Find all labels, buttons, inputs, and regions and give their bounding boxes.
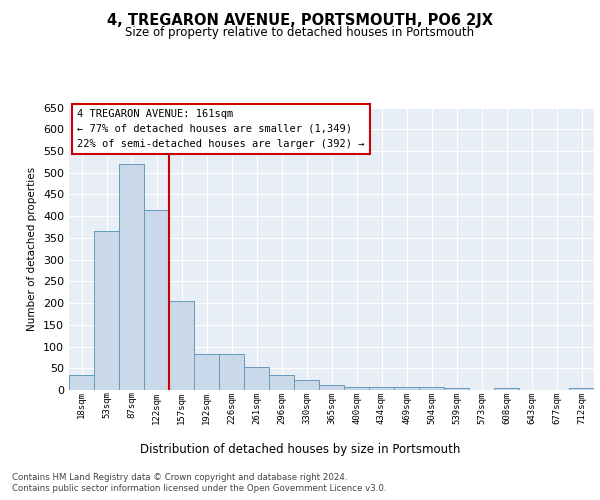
Bar — [119, 164, 144, 390]
Bar — [69, 375, 94, 390]
Bar — [394, 386, 419, 390]
Text: 4, TREGARON AVENUE, PORTSMOUTH, PO6 2JX: 4, TREGARON AVENUE, PORTSMOUTH, PO6 2JX — [107, 12, 493, 28]
Text: Contains public sector information licensed under the Open Government Licence v3: Contains public sector information licen… — [12, 484, 386, 493]
Bar — [219, 354, 244, 390]
Bar — [319, 385, 344, 390]
Bar — [419, 386, 444, 390]
Y-axis label: Number of detached properties: Number of detached properties — [28, 166, 37, 331]
Bar — [144, 210, 169, 390]
Bar — [269, 375, 294, 390]
Text: Distribution of detached houses by size in Portsmouth: Distribution of detached houses by size … — [140, 442, 460, 456]
Bar — [344, 386, 369, 390]
Bar — [294, 380, 319, 390]
Text: Size of property relative to detached houses in Portsmouth: Size of property relative to detached ho… — [125, 26, 475, 39]
Bar — [169, 301, 194, 390]
Text: 4 TREGARON AVENUE: 161sqm
← 77% of detached houses are smaller (1,349)
22% of se: 4 TREGARON AVENUE: 161sqm ← 77% of detac… — [77, 109, 364, 148]
Bar — [569, 388, 594, 390]
Bar — [444, 388, 469, 390]
Text: Contains HM Land Registry data © Crown copyright and database right 2024.: Contains HM Land Registry data © Crown c… — [12, 472, 347, 482]
Bar — [244, 366, 269, 390]
Bar — [369, 386, 394, 390]
Bar — [494, 388, 519, 390]
Bar — [194, 354, 219, 390]
Bar — [94, 232, 119, 390]
